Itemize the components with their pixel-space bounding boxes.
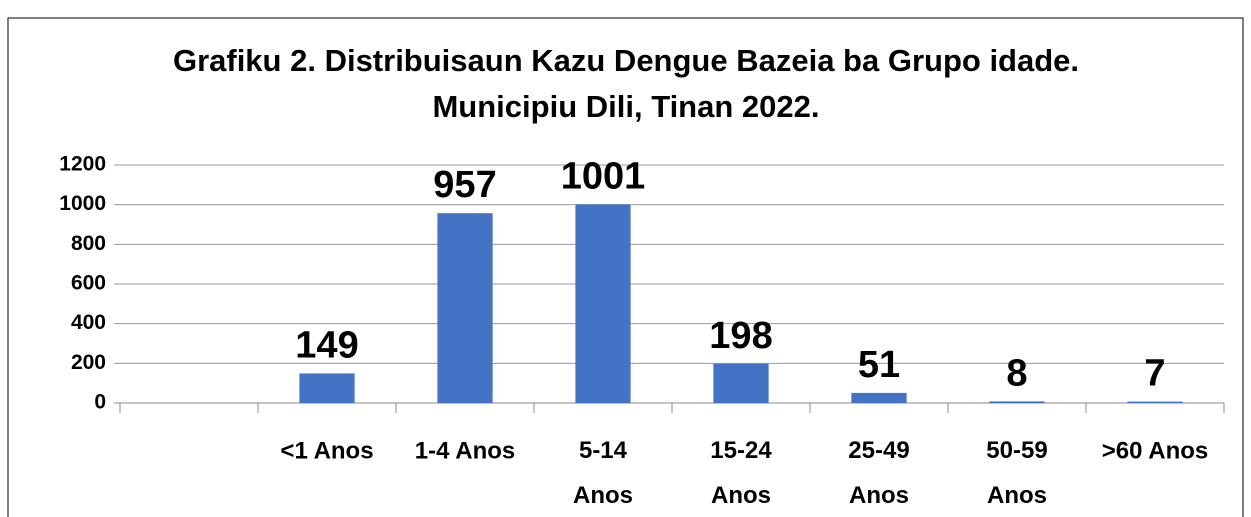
- x-tick-label: 25-49 Anos: [848, 437, 909, 509]
- data-label: 51: [858, 344, 900, 386]
- y-tick-label: 1000: [59, 192, 106, 215]
- data-label: 957: [433, 164, 496, 206]
- x-tick-label-line: 50-59: [986, 437, 1047, 464]
- bar: [437, 213, 493, 403]
- x-tick-label-line: Anos: [987, 482, 1047, 509]
- x-tick-label-line: Anos: [711, 482, 771, 509]
- x-tick-label: 15-24 Anos: [710, 437, 772, 509]
- x-tick-label: 5-14 Anos: [573, 437, 633, 509]
- x-tick-label: >60 Anos: [1102, 437, 1209, 464]
- bar: [713, 363, 769, 403]
- data-label: 149: [295, 324, 358, 366]
- y-tick-label: 600: [71, 272, 106, 295]
- data-label: 8: [1006, 352, 1027, 394]
- bar: [299, 373, 355, 403]
- x-tick-label-line: Anos: [573, 482, 633, 509]
- data-label: 198: [709, 315, 772, 357]
- y-tick-label: 400: [71, 311, 106, 334]
- x-tick-label: <1 Anos: [280, 437, 373, 464]
- data-label: 7: [1144, 353, 1165, 395]
- x-tick-label-line: 5-14: [579, 437, 628, 464]
- x-tick-label-line: 25-49: [848, 437, 909, 464]
- y-tick-label: 1200: [59, 153, 106, 176]
- x-tick-label: 1-4 Anos: [415, 437, 515, 464]
- chart-border: [7, 17, 1244, 517]
- x-tick-label-line: Anos: [849, 482, 909, 509]
- y-tick-label: 0: [94, 391, 106, 414]
- bar: [1127, 401, 1183, 403]
- y-tick-label: 800: [71, 232, 106, 255]
- x-tick-label: 50-59 Anos: [986, 437, 1047, 509]
- x-tick-label-line: 15-24: [710, 437, 772, 464]
- chart-title: Grafiku 2. Distribuisaun Kazu Dengue Baz…: [172, 43, 1080, 124]
- bar: [851, 392, 907, 403]
- y-tick-label: 200: [71, 351, 106, 374]
- data-label: 1001: [561, 155, 646, 197]
- bar: [575, 204, 631, 403]
- bar: [989, 401, 1045, 403]
